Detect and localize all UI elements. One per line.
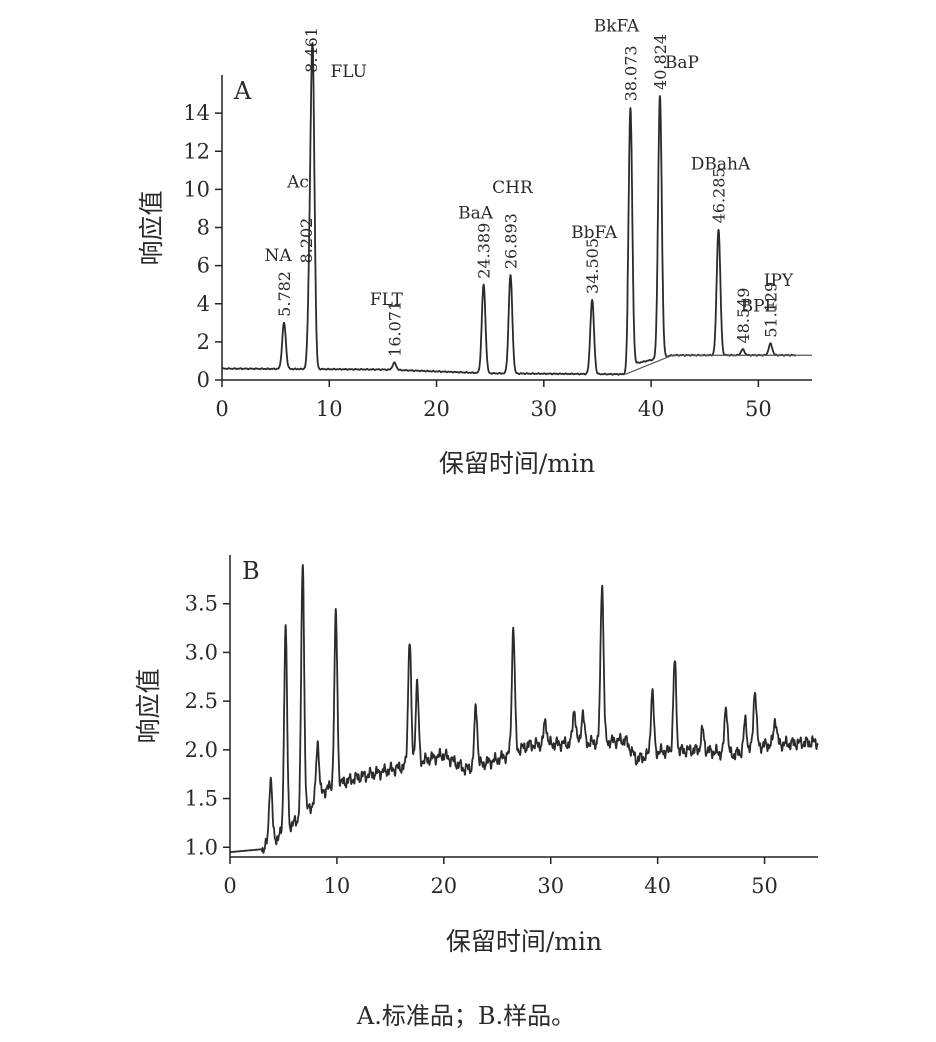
y-tick-label: 6	[197, 254, 210, 278]
peak-name: BkFA	[594, 16, 640, 36]
x-tick-label: 30	[530, 397, 557, 421]
y-axis-label-b: 响应值	[134, 668, 163, 743]
figure-caption: A.标准品；B.样品。	[356, 1002, 575, 1030]
x-tick-label: 0	[215, 397, 228, 421]
y-tick-label: 2.0	[185, 738, 218, 762]
axis-ticks-b: 0 10 20 30 40 50 1.0 1.5 2.0 2.5 3.0 3.5	[185, 592, 778, 898]
peak-name: Ac	[286, 172, 309, 192]
peak-name: FLT	[370, 290, 404, 310]
chromatogram-trace-b	[229, 564, 819, 854]
peak-name: FLU	[331, 62, 367, 82]
peak-retention-time: 8.461	[302, 27, 321, 73]
peak-name: BaP	[665, 53, 699, 73]
peak-name: BaA	[458, 204, 494, 224]
y-tick-label: 1.0	[185, 835, 218, 859]
peak-name: NA	[264, 246, 292, 266]
peak-retention-time: 48.549	[734, 288, 753, 344]
x-tick-label: 30	[537, 874, 564, 898]
x-tick-label: 50	[745, 397, 772, 421]
peak-name: BbFA	[571, 223, 618, 243]
peak-name: BPE	[741, 297, 777, 317]
panel-label-b: B	[242, 557, 260, 585]
x-tick-label: 20	[430, 874, 457, 898]
peak-retention-time: 26.893	[501, 213, 520, 269]
peak-retention-time: 34.505	[583, 238, 602, 294]
x-axis-label-a: 保留时间/min	[439, 449, 595, 478]
x-axis-label-b: 保留时间/min	[446, 927, 602, 956]
y-tick-label: 1.5	[185, 787, 218, 811]
chart-panel-b: 0 10 20 30 40 50 1.0 1.5 2.0 2.5 3.0 3.5 B 保留时间/min…	[134, 555, 819, 956]
y-tick-label: 2	[197, 330, 210, 354]
x-tick-label: 0	[223, 874, 236, 898]
y-tick-label: 2.5	[185, 689, 218, 713]
x-tick-label: 40	[644, 874, 671, 898]
peak-retention-time: 8.202	[297, 218, 316, 264]
chart-panel-a: 0 10 20 30 40 50 0 2 4 6 8 10 12 14 5.782 NA 8.202 Ac 8.4…	[137, 16, 812, 478]
peak-retention-time: 46.285	[710, 167, 729, 223]
peak-name: CHR	[492, 178, 534, 198]
y-tick-label: 0	[197, 368, 210, 392]
peak-retention-time: 5.782	[275, 271, 294, 317]
x-tick-label: 40	[638, 397, 665, 421]
peak-name: DBahA	[691, 154, 751, 174]
baseline-offset-line	[625, 354, 673, 375]
panel-label-a: A	[233, 77, 252, 105]
y-tick-label: 10	[183, 177, 210, 201]
y-axis-label-a: 响应值	[137, 190, 166, 265]
peak-retention-time: 51.129	[761, 282, 780, 338]
y-tick-label: 8	[197, 216, 210, 240]
axis-ticks-a: 0 10 20 30 40 50 0 2 4 6 8 10 12 14	[183, 101, 771, 421]
y-tick-label: 3.5	[185, 592, 218, 616]
y-tick-label: 14	[183, 101, 210, 125]
peak-retention-time: 16.071	[385, 301, 404, 357]
y-tick-label: 4	[197, 292, 210, 316]
x-tick-label: 20	[423, 397, 450, 421]
x-tick-label: 10	[324, 874, 351, 898]
x-tick-label: 50	[751, 874, 778, 898]
peak-retention-time: 38.073	[621, 45, 640, 101]
x-tick-label: 10	[316, 397, 343, 421]
peak-retention-time: 40.824	[651, 34, 670, 90]
y-tick-label: 3.0	[185, 640, 218, 664]
y-tick-label: 12	[183, 139, 210, 163]
peak-name: IPY	[764, 271, 794, 291]
peak-retention-time: 24.389	[475, 223, 494, 279]
